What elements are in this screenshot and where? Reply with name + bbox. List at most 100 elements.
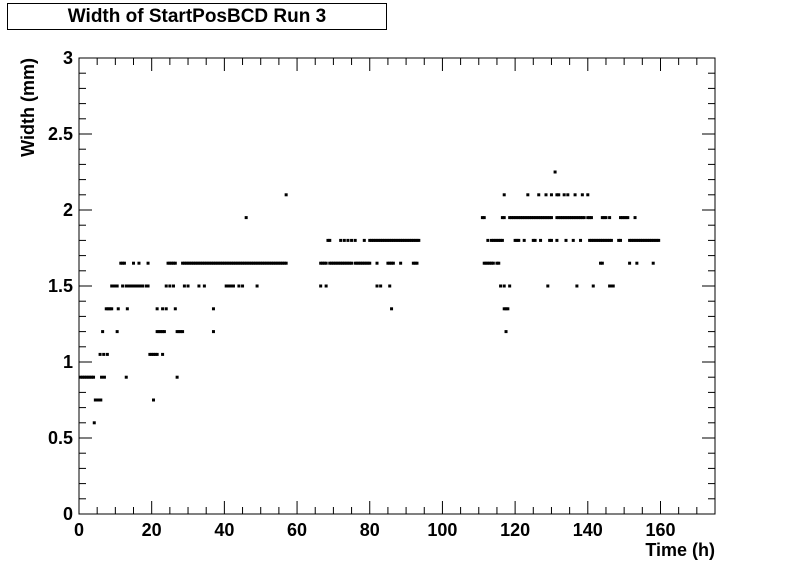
data-point [642,238,646,242]
data-point [92,375,96,379]
data-point [184,261,188,265]
data-point [273,261,277,265]
data-point [571,238,575,242]
data-point [350,261,354,265]
data-point [597,238,601,242]
data-point [93,398,97,402]
data-point [164,284,168,288]
data-point [582,216,586,220]
data-point [624,216,628,220]
data-point [480,216,484,220]
data-point [284,261,288,265]
data-point [533,238,537,242]
data-point [105,352,109,356]
y-tick-label: 0.5 [48,428,73,448]
data-point [600,261,604,265]
data-point [353,238,357,242]
data-point [619,238,623,242]
data-point [237,284,241,288]
x-axis-title: Time (h) [645,540,715,560]
data-point [173,307,177,311]
data-point [619,216,623,220]
data-point [244,261,248,265]
data-point [508,216,512,220]
data-point [210,261,214,265]
data-point [204,261,208,265]
x-tick-label: 140 [573,520,603,540]
data-point [539,216,543,220]
data-point [404,238,408,242]
data-point [217,261,221,265]
data-point [366,261,370,265]
data-point [499,284,503,288]
data-point [566,216,570,220]
data-point [137,261,141,265]
data-point [102,375,106,379]
data-point [548,216,552,220]
data-point [98,352,102,356]
data-point [517,238,521,242]
data-point [580,193,584,197]
data-point [133,284,137,288]
data-point [115,330,119,334]
data-point [589,238,593,242]
data-point [119,261,123,265]
data-point [164,307,168,311]
y-tick-label: 2 [63,200,73,220]
data-point [182,284,186,288]
data-point [146,284,150,288]
data-point [248,261,252,265]
data-point [152,398,156,402]
data-point [193,261,197,265]
data-point [255,261,259,265]
data-point [524,216,528,220]
data-point [121,284,125,288]
data-point [257,261,261,265]
data-point [651,261,655,265]
x-tick-label: 120 [500,520,530,540]
data-point [141,284,145,288]
data-point [113,284,117,288]
data-point [320,261,324,265]
data-point [542,216,546,220]
data-point [197,284,201,288]
data-point [353,261,357,265]
data-point [555,238,559,242]
data-point [609,284,613,288]
data-point [135,284,139,288]
data-point [340,261,344,265]
data-point [128,284,132,288]
data-point [173,261,177,265]
data-point [206,261,210,265]
data-point [115,284,119,288]
data-point [395,238,399,242]
data-point [233,261,237,265]
data-point [235,261,239,265]
data-point [564,216,568,220]
data-point [508,284,512,288]
data-point [415,261,419,265]
data-point [502,284,506,288]
data-point [226,284,230,288]
y-tick-label: 1 [63,352,73,372]
data-point [92,421,96,425]
data-point [571,216,575,220]
data-point [486,261,490,265]
data-point [380,238,384,242]
data-point [557,216,561,220]
data-point [531,216,535,220]
data-point [390,238,394,242]
data-point [506,307,510,311]
data-point [360,261,364,265]
data-point [279,261,283,265]
data-point [221,261,225,265]
data-point [631,238,635,242]
data-point [562,216,566,220]
axis-ticks [78,57,716,515]
data-point [382,238,386,242]
data-point [499,238,503,242]
data-point [368,238,372,242]
data-point [546,216,550,220]
data-point [653,238,657,242]
data-point [488,261,492,265]
